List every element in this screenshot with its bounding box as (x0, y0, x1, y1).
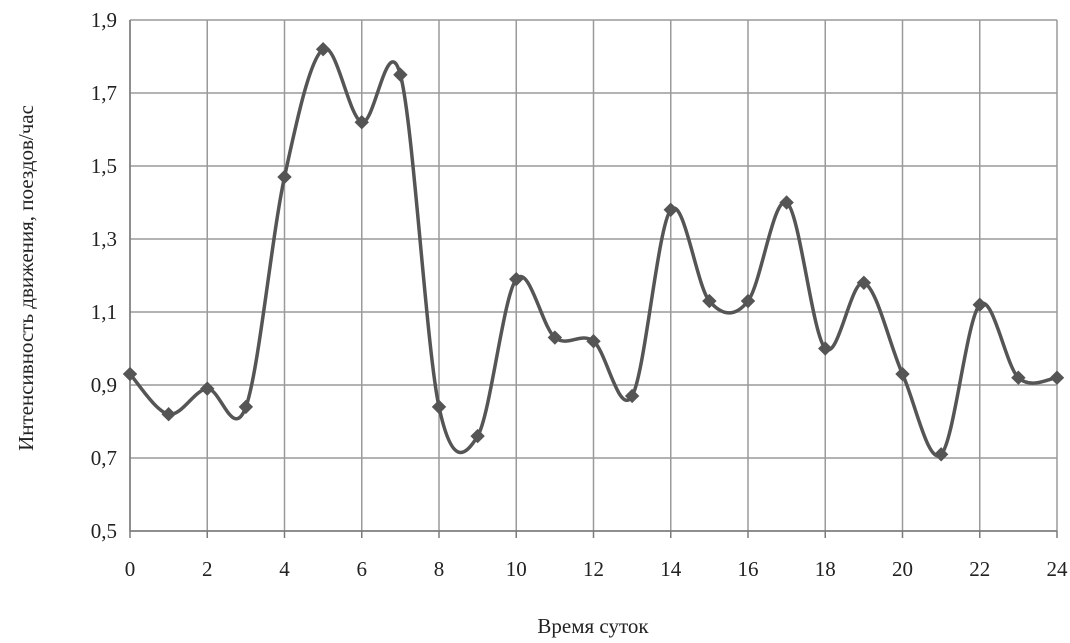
x-tick-label: 2 (202, 557, 213, 581)
x-tick-label: 12 (583, 557, 604, 581)
data-point (972, 297, 987, 312)
data-point (431, 399, 447, 415)
data-point (624, 388, 640, 404)
x-tick-label: 10 (506, 557, 527, 581)
x-axis-title: Время суток (537, 614, 649, 638)
data-point (277, 169, 292, 185)
data-point (354, 114, 369, 130)
x-tick-label: 0 (125, 557, 136, 581)
data-point (547, 330, 563, 345)
data-point (702, 293, 717, 309)
series-layer (122, 41, 1065, 462)
x-tick-label: 20 (892, 557, 913, 581)
data-point (1011, 370, 1026, 385)
data-point (740, 293, 756, 309)
y-tick-label: 1,9 (91, 8, 117, 32)
series-line (128, 46, 1058, 458)
x-tick-label: 18 (815, 557, 836, 581)
data-point (586, 333, 601, 349)
data-point (393, 67, 408, 82)
y-tick-label: 0,7 (91, 446, 117, 470)
data-point (818, 341, 833, 356)
data-point (470, 428, 485, 444)
x-axis-ticks: 0 2 4 6 8 10 12 14 16 18 20 22 24 (125, 557, 1068, 581)
x-tick-label: 8 (434, 557, 445, 581)
x-tick-label: 6 (357, 557, 368, 581)
data-point (1049, 370, 1065, 385)
y-tick-label: 1,7 (91, 81, 117, 105)
data-point (663, 202, 678, 218)
data-point (238, 399, 254, 415)
x-tick-label: 4 (279, 557, 290, 581)
x-tick-label: 14 (660, 557, 682, 581)
data-point (200, 381, 215, 396)
y-tick-label: 1,5 (91, 154, 117, 178)
data-point (779, 195, 794, 210)
data-point (895, 366, 910, 382)
y-tick-label: 1,1 (91, 300, 117, 324)
data-point (933, 447, 949, 462)
y-axis-title: Интенсивность движения, поездов/час (14, 105, 38, 451)
y-axis-ticks: 0,5 0,7 0,9 1,1 1,3 1,5 1,7 1,9 (91, 8, 117, 543)
y-tick-label: 1,3 (91, 227, 117, 251)
y-tick-label: 0,5 (91, 519, 117, 543)
data-point (315, 41, 331, 57)
data-point (122, 366, 138, 382)
x-tick-label: 16 (738, 557, 759, 581)
x-tick-label: 22 (969, 557, 990, 581)
data-point (856, 275, 872, 291)
grid (129, 19, 1058, 538)
x-tick-label: 24 (1047, 557, 1069, 581)
data-point (161, 406, 176, 422)
y-tick-label: 0,9 (91, 373, 117, 397)
data-point (509, 271, 524, 287)
